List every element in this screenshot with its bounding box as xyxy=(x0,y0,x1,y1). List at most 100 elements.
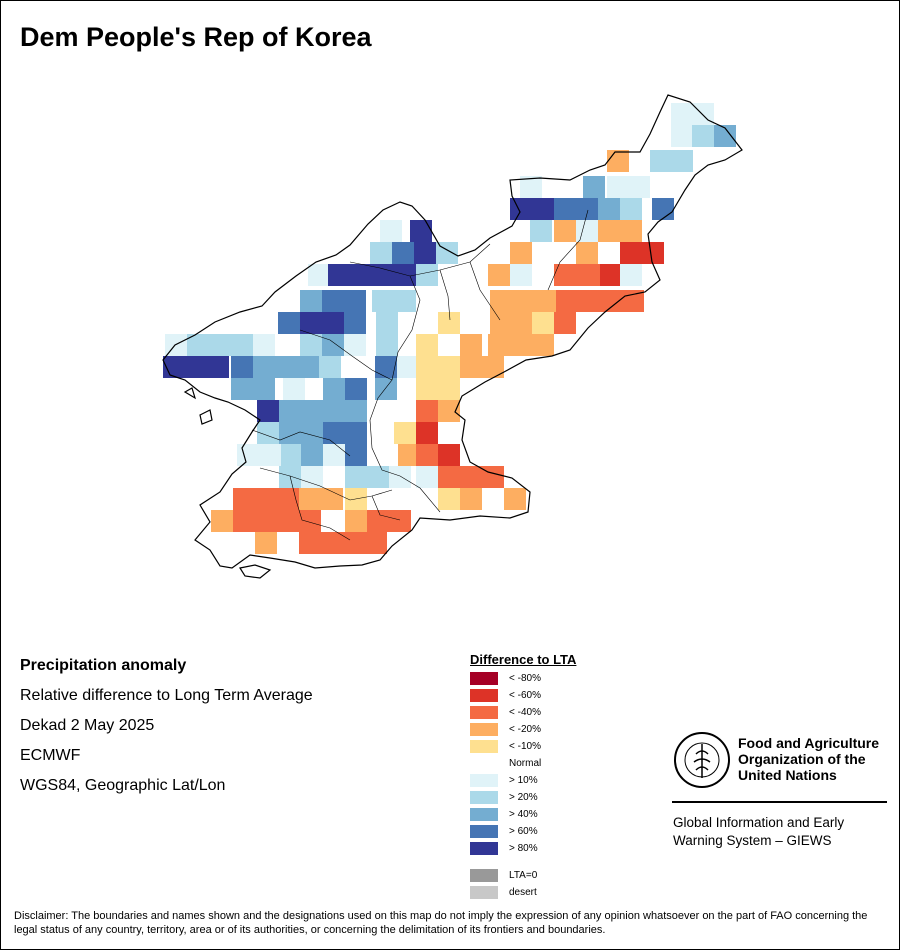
grid-cell-p20 xyxy=(692,125,714,147)
info-line-4: WGS84, Geographic Lat/Lon xyxy=(20,777,226,794)
grid-cell-m40 xyxy=(556,290,578,312)
info-line-3: ECMWF xyxy=(20,747,81,764)
legend-swatch xyxy=(470,740,498,753)
grid-cell-m20 xyxy=(534,290,556,312)
grid-cell-p10 xyxy=(301,466,323,488)
grid-cell-p80 xyxy=(410,220,432,242)
grid-cell-p80 xyxy=(257,400,279,422)
grid-cell-m10 xyxy=(416,356,438,378)
legend-item-m80: < -80% xyxy=(470,672,541,685)
grid-cell-m40 xyxy=(416,444,438,466)
grid-cell-p20 xyxy=(209,334,231,356)
grid-cell-p10 xyxy=(323,444,345,466)
legend-swatch xyxy=(470,757,498,770)
grid-cell-p80 xyxy=(394,264,416,286)
grid-cell-p40 xyxy=(279,400,301,422)
grid-cell-p60 xyxy=(322,290,344,312)
grid-cell-m20 xyxy=(554,220,576,242)
legend-label: > 80% xyxy=(509,843,538,854)
legend-swatch xyxy=(470,842,498,855)
grid-cell-m10 xyxy=(438,356,460,378)
grid-cell-p20 xyxy=(671,150,693,172)
grid-cell-m20 xyxy=(490,290,512,312)
grid-cell-p40 xyxy=(275,356,297,378)
grid-cell-p20 xyxy=(650,150,672,172)
legend-label: < -40% xyxy=(509,707,541,718)
legend-label: > 40% xyxy=(509,809,538,820)
grid-cell-p60 xyxy=(344,290,366,312)
fao-divider xyxy=(672,801,887,803)
grid-cell-p10 xyxy=(237,444,259,466)
grid-cell-p20 xyxy=(376,312,398,334)
grid-cell-p80 xyxy=(185,356,207,378)
grid-cell-p10 xyxy=(576,220,598,242)
fao-organization-name: Food and Agriculture Organization of the… xyxy=(738,735,880,783)
legend-title: Difference to LTA xyxy=(470,652,577,667)
grid-cell-p10 xyxy=(628,176,650,198)
grid-cell-m20 xyxy=(512,312,534,334)
grid-cell-m40 xyxy=(460,466,482,488)
grid-cell-m20 xyxy=(321,488,343,510)
grid-cell-p20 xyxy=(345,466,367,488)
grid-cell-p10 xyxy=(308,264,330,286)
grid-cell-m40 xyxy=(578,290,600,312)
grid-cell-p10 xyxy=(520,176,542,198)
grid-cell-p40 xyxy=(253,356,275,378)
grid-cell-p80 xyxy=(510,198,532,220)
grid-cell-p20 xyxy=(187,334,209,356)
grid-cell-p40 xyxy=(301,422,323,444)
legend-swatch xyxy=(470,672,498,685)
grid-cell-p80 xyxy=(414,242,436,264)
grid-cell-m20 xyxy=(255,532,277,554)
grid-cell-m60 xyxy=(438,444,460,466)
grid-cell-p20 xyxy=(281,444,303,466)
legend-item-p40: > 40% xyxy=(470,808,538,821)
grid-cell-p10 xyxy=(620,264,642,286)
fao-logo-icon xyxy=(674,732,730,788)
grid-cell-m20 xyxy=(607,150,629,172)
grid-cell-m40 xyxy=(482,466,504,488)
grid-cell-p20 xyxy=(231,334,253,356)
grid-cell-m10 xyxy=(438,312,460,334)
grid-cell-p20 xyxy=(370,242,392,264)
grid-cell-p10 xyxy=(607,176,629,198)
grid-cell-m60 xyxy=(642,242,664,264)
info-heading: Precipitation anomaly xyxy=(20,657,187,674)
grid-cell-m40 xyxy=(321,532,343,554)
legend-label: < -60% xyxy=(509,690,541,701)
grid-cell-p40 xyxy=(714,125,736,147)
legend-label: < -80% xyxy=(509,673,541,684)
grid-cell-p10 xyxy=(389,466,411,488)
grid-cell-m20 xyxy=(438,400,460,422)
legend-item-p20: > 20% xyxy=(470,791,538,804)
grid-cell-m40 xyxy=(365,532,387,554)
grid-cell-p60 xyxy=(278,312,300,334)
legend-item-p80: > 80% xyxy=(470,842,538,855)
giews-name: Global Information and Early Warning Sys… xyxy=(673,815,845,848)
legend-item-m40: < -40% xyxy=(470,706,541,719)
legend-item-p10: > 10% xyxy=(470,774,538,787)
legend-label: > 10% xyxy=(509,775,538,786)
grid-cell-p80 xyxy=(328,264,350,286)
grid-cell-p10 xyxy=(397,356,419,378)
grid-cell-m20 xyxy=(460,488,482,510)
grid-cell-p20 xyxy=(367,466,389,488)
legend-swatch xyxy=(470,869,498,882)
grid-cell-m10 xyxy=(532,312,554,334)
grid-cell-p40 xyxy=(323,378,345,400)
grid-cell-m40 xyxy=(554,312,576,334)
anomaly-grid xyxy=(163,103,736,554)
grid-cell-p10 xyxy=(259,444,281,466)
grid-cell-p20 xyxy=(372,290,394,312)
grid-cell-m20 xyxy=(398,444,420,466)
grid-cell-p20 xyxy=(620,198,642,220)
grid-cell-p10 xyxy=(671,125,693,147)
grid-cell-m60 xyxy=(600,264,622,286)
legend-swatch xyxy=(470,774,498,787)
grid-cell-p60 xyxy=(554,198,576,220)
grid-cell-p10 xyxy=(692,103,714,125)
grid-cell-m40 xyxy=(255,510,277,532)
grid-cell-m20 xyxy=(488,264,510,286)
grid-cell-p80 xyxy=(300,312,322,334)
grid-cell-p40 xyxy=(301,400,323,422)
